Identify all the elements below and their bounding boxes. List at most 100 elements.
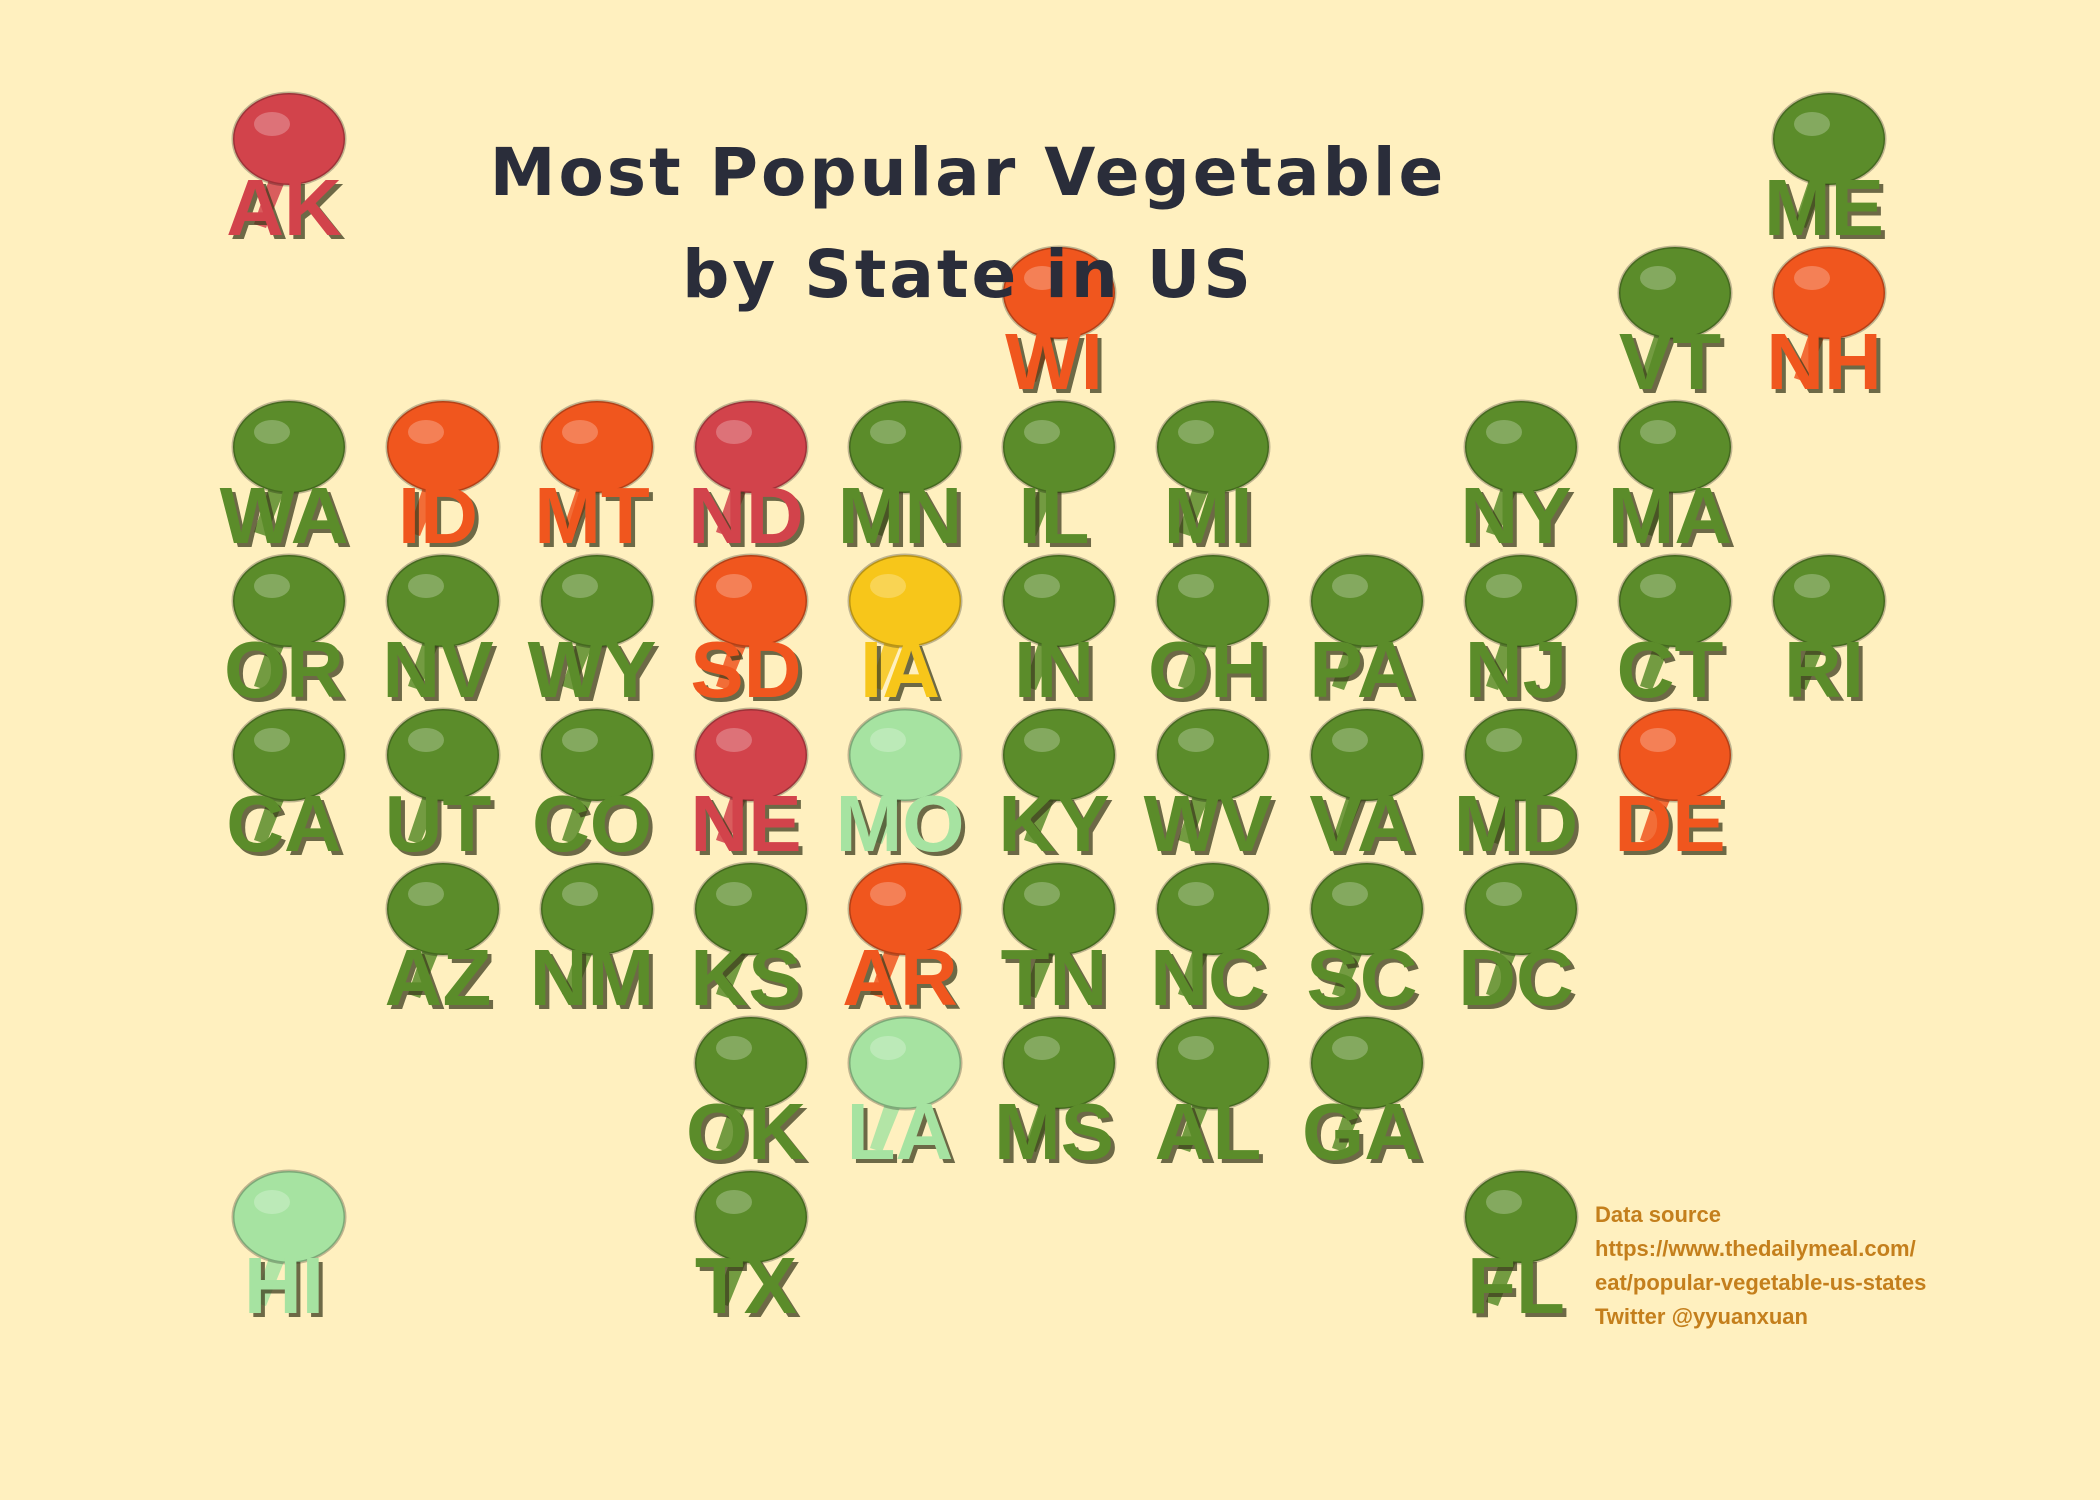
icon-highlight [1332,728,1368,752]
icon-highlight [562,882,598,906]
icon-head [693,1015,809,1111]
vegetable-icon [1463,861,1579,998]
icon-highlight [1486,1190,1522,1214]
state-label: SD [690,625,801,714]
vegetable-icon [385,399,501,536]
vegetable-icon [693,861,809,998]
icon-head [847,707,963,803]
icon-head [1001,553,1117,649]
state-label: MO [836,779,965,868]
source-text: eat/popular-vegetable-us-states [1595,1270,1926,1295]
icon-highlight [254,112,290,136]
icon-head [1001,1015,1117,1111]
icon-highlight [716,1036,752,1060]
vegetable-icon [231,1169,347,1306]
icon-highlight [870,1036,906,1060]
icon-highlight [1486,728,1522,752]
vegetable-icon [385,553,501,690]
vegetable-icon [847,553,963,690]
vegetable-icon [1463,399,1579,536]
vegetable-icon [1155,1015,1271,1152]
state-label: TN [1001,933,1108,1022]
icon-head [1771,245,1887,341]
icon-head [1155,1015,1271,1111]
state-label: NH [1766,317,1882,406]
icon-head [1155,861,1271,957]
vegetable-icon [1001,1015,1117,1152]
state-label: WA [220,471,349,560]
vegetable-icon [847,1015,963,1152]
vegetable-icon [1155,399,1271,536]
icon-head [539,553,655,649]
icon-head [231,91,347,187]
icon-highlight [408,574,444,598]
state-label: DC [1458,933,1574,1022]
icon-head [1309,553,1425,649]
state-label: VA [1309,779,1414,868]
vegetable-icon [1309,861,1425,998]
icon-head [539,707,655,803]
vegetable-icon [539,861,655,998]
icon-head [1155,553,1271,649]
state-label: AR [842,933,958,1022]
icon-highlight [254,574,290,598]
state-label: OH [1148,625,1268,714]
vegetable-icon [539,707,655,844]
vegetable-icon [847,399,963,536]
icon-highlight [1024,882,1060,906]
icon-highlight [254,1190,290,1214]
icon-head [1463,861,1579,957]
icon-highlight [562,574,598,598]
vegetable-icon [1001,707,1117,844]
vegetable-icon [1001,399,1117,536]
icon-highlight [408,420,444,444]
source-text: Data source [1595,1202,1721,1227]
icon-highlight [1024,266,1060,290]
icon-head [1309,707,1425,803]
icon-highlight [408,728,444,752]
icon-head [1001,861,1117,957]
state-label: WI [1005,317,1103,406]
icon-head [1617,399,1733,495]
icon-head [847,861,963,957]
icon-head [693,707,809,803]
icon-highlight [1178,1036,1214,1060]
icon-head [231,399,347,495]
vegetable-icon [1155,707,1271,844]
vegetable-icon [1309,1015,1425,1152]
icon-highlight [1332,574,1368,598]
state-label: AK [226,163,342,252]
state-label: LA [847,1087,954,1176]
state-label: ID [398,471,478,560]
state-label: IL [1018,471,1089,560]
vegetable-icon [1309,707,1425,844]
state-label: MI [1164,471,1253,560]
state-label: ND [688,471,804,560]
state-label: HI [244,1241,324,1330]
state-label: GA [1302,1087,1422,1176]
icon-highlight [1794,574,1830,598]
state-label: SC [1306,933,1417,1022]
state-label: UT [385,779,492,868]
state-label: CO [532,779,652,868]
icon-highlight [1024,420,1060,444]
vegetable-icon [385,707,501,844]
title-line: by State in US [682,236,1254,313]
state-label: IA [860,625,940,714]
state-label: AL [1155,1087,1262,1176]
vegetable-icon [231,399,347,536]
vegetable-icon [1463,1169,1579,1306]
state-label: TX [695,1241,797,1330]
icon-head [1001,707,1117,803]
vegetable-icon [693,707,809,844]
icon-highlight [408,882,444,906]
icon-head [385,707,501,803]
vegetable-icon [693,1169,809,1306]
icon-highlight [1332,1036,1368,1060]
state-label: MS [994,1087,1114,1176]
icon-head [1617,553,1733,649]
state-label: NE [690,779,801,868]
vegetable-icon [1155,553,1271,690]
icon-highlight [716,420,752,444]
vegetable-icon [231,707,347,844]
